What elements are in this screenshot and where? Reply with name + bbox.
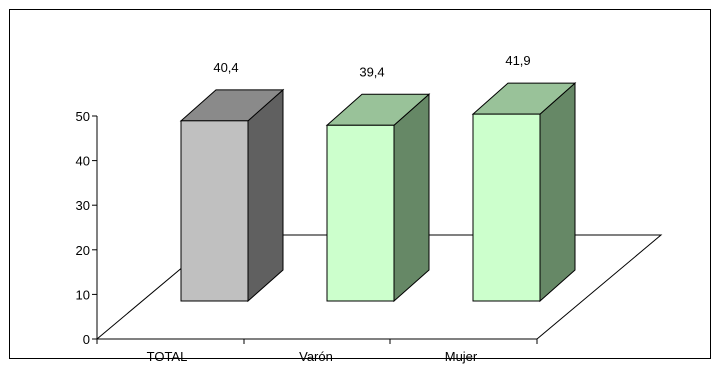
y-tick-label: 20 <box>76 243 90 258</box>
bar-side <box>539 82 576 303</box>
bar-side <box>247 88 284 303</box>
bar <box>472 113 541 302</box>
x-tick-label: Mujer <box>445 349 478 364</box>
bar <box>326 124 395 302</box>
bar <box>180 120 249 302</box>
data-label: 39,4 <box>359 64 384 79</box>
data-label: 40,4 <box>213 60 238 75</box>
bar-side <box>393 93 430 303</box>
y-tick-label: 10 <box>76 287 90 302</box>
y-tick-label: 50 <box>76 109 90 124</box>
y-tick-label: 0 <box>83 332 90 347</box>
x-tick-label: Varón <box>299 349 333 364</box>
y-tick-label: 30 <box>76 198 90 213</box>
data-label: 41,9 <box>505 53 530 68</box>
y-tick-label: 40 <box>76 154 90 169</box>
x-tick-label: TOTAL <box>147 349 188 364</box>
